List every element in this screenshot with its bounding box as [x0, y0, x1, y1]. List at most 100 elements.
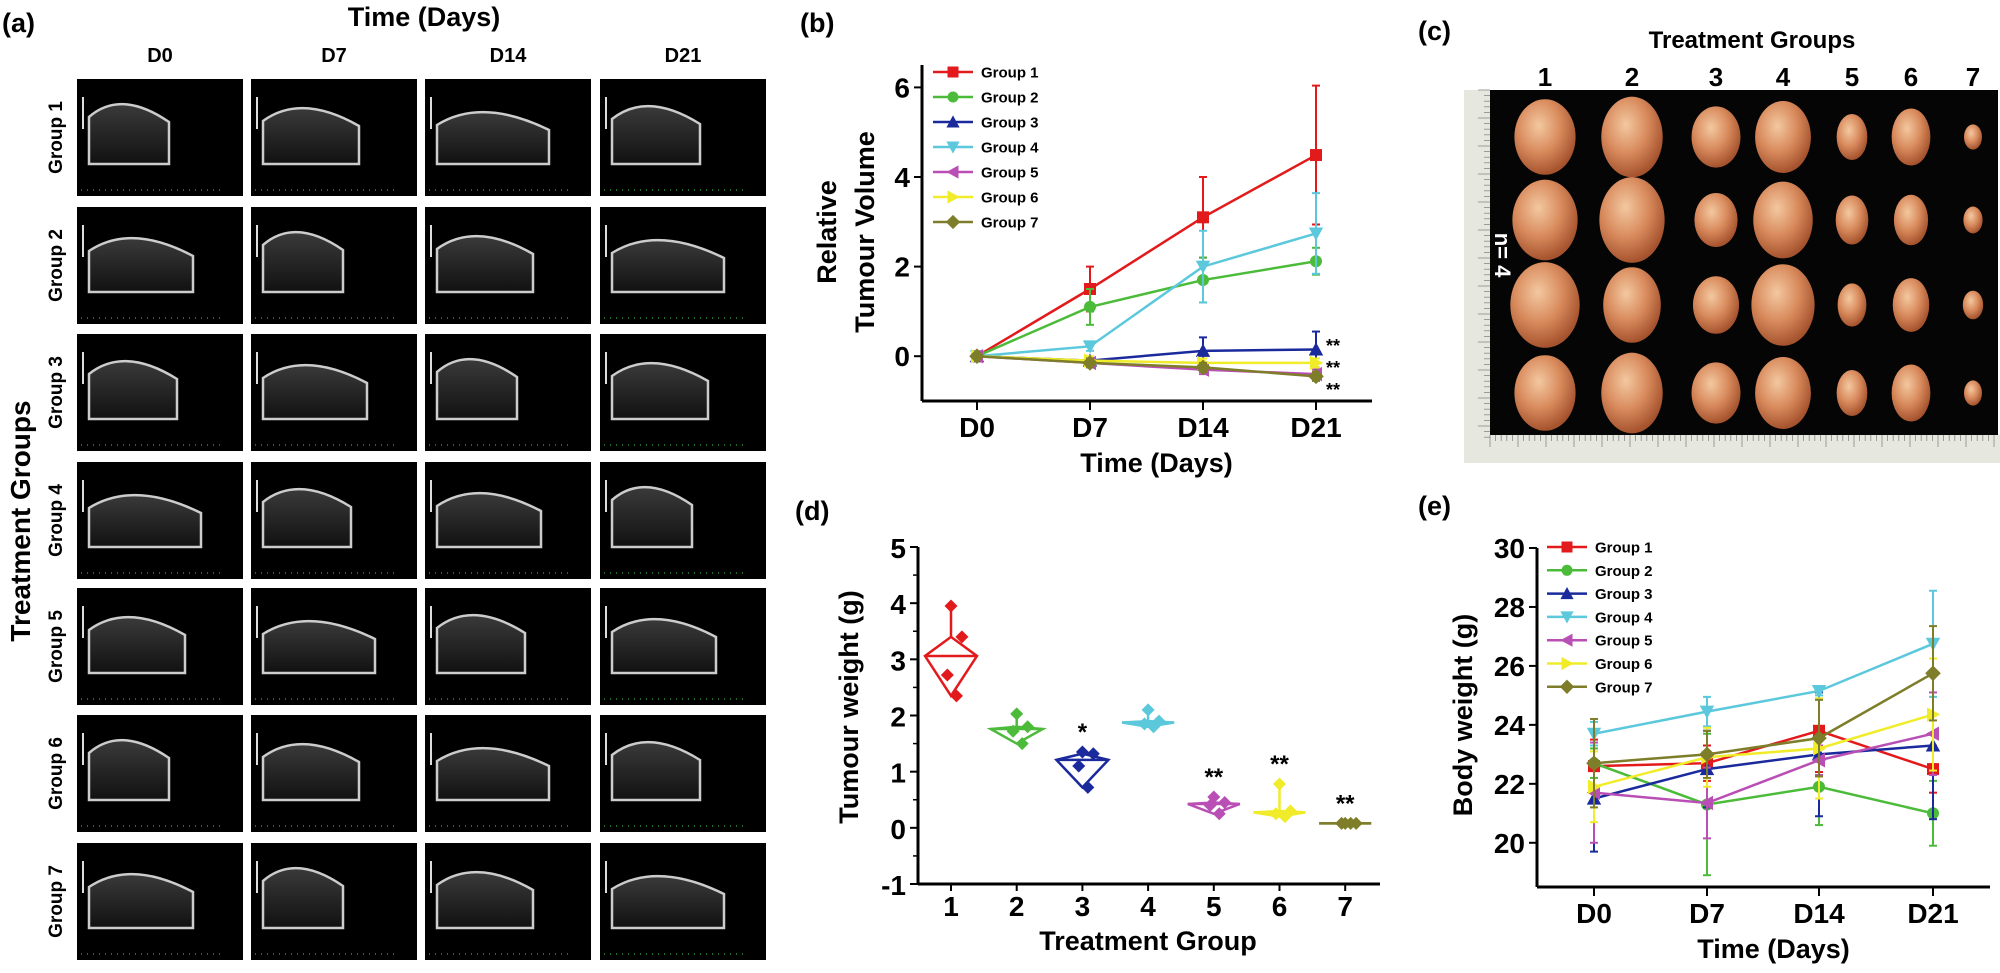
tumour-specimen [1836, 369, 1868, 417]
legend-label: Group 6 [981, 190, 1039, 207]
data-point [945, 214, 961, 230]
data-point [1082, 355, 1098, 371]
series-7 [1586, 625, 1941, 809]
row-label: Group 4 [46, 484, 67, 557]
y-tick-label: 3 [890, 645, 906, 676]
ultrasound-tissue [610, 875, 726, 930]
group-number: 2 [1625, 62, 1639, 92]
data-point [947, 66, 959, 78]
tumour-specimen [1692, 276, 1740, 334]
x-tick-label: D7 [1689, 898, 1725, 929]
ultrasound-tissue [261, 742, 361, 802]
data-point [1273, 777, 1286, 791]
tumour-specimen [1837, 283, 1867, 327]
tumour-photo-panel: Treatment Groups n= 4 1 2 3 4 5 6 7 [1464, 27, 2000, 463]
panel-a-ylabel: Treatment Groups [5, 400, 36, 641]
series-line [976, 354, 1317, 378]
significance-marker: ** [1204, 764, 1223, 791]
ultrasound-tissue [435, 358, 519, 421]
ultrasound-tissue [87, 494, 203, 549]
ultrasound-tissue [87, 739, 171, 802]
legend-label: Group 1 [981, 65, 1039, 82]
tumour-specimen [1512, 179, 1578, 261]
ultrasound-tissue [261, 487, 353, 549]
data-point [1021, 720, 1035, 734]
group-number: 3 [1709, 62, 1723, 92]
data-point [1811, 730, 1827, 746]
ultrasound-tissue [435, 491, 543, 549]
ultrasound-tissue [610, 104, 702, 166]
y-tick-label: 28 [1494, 592, 1525, 623]
chart-tumour-weight: -1 0 1 2 3 4 5 1 2 3 4 5 6 7 Treatment Group Tumour wei… [834, 533, 1380, 956]
panel-c-title: Treatment Groups [1649, 27, 1856, 54]
ultrasound-tissue [261, 620, 377, 675]
x-tick-label: 6 [1272, 891, 1288, 922]
y-tick-label: 6 [894, 72, 910, 103]
row-label: Group 3 [46, 356, 67, 429]
x-tick-label: D14 [1177, 412, 1229, 443]
data-point [1195, 260, 1211, 274]
y-tick-label: 22 [1494, 769, 1525, 800]
group-number: 5 [1845, 62, 1859, 92]
x-axis-label: Time (Days) [1697, 934, 1850, 964]
x-tick-label: 1 [943, 891, 959, 922]
n-label: n= 4 [1490, 233, 1515, 278]
x-tick-label: D21 [1907, 898, 1958, 929]
series-line [1593, 713, 1934, 788]
series-line [1593, 672, 1934, 765]
group-1 [923, 599, 979, 703]
legend-label: Group 1 [1595, 540, 1653, 557]
series-1 [1588, 688, 1939, 794]
tumour-specimen [1892, 278, 1930, 332]
data-point [1344, 816, 1358, 830]
ultrasound-tissue [87, 236, 195, 294]
legend-label: Group 7 [1595, 679, 1653, 696]
tumour-specimen [1691, 362, 1741, 424]
data-point [1560, 633, 1573, 647]
ultrasound-tissue [87, 359, 179, 421]
data-point [1699, 746, 1715, 763]
data-point [1560, 587, 1574, 600]
data-point [946, 141, 960, 154]
data-point [1072, 759, 1086, 773]
ultrasound-tissue [610, 740, 702, 802]
legend-label: Group 2 [981, 90, 1039, 107]
series-line [976, 232, 1317, 358]
panel-a-title: Time (Days) [348, 2, 501, 32]
data-point [947, 91, 959, 103]
tumour-specimen [1963, 206, 1983, 234]
data-point [1086, 747, 1100, 761]
series-7 [969, 348, 1324, 385]
chart-relative-tumour-volume: 0 2 4 6 D0 D7 D14 D21 Time (Days) Relative Tumour … [812, 65, 1372, 478]
group-6 [1253, 777, 1306, 824]
significance-marker: * [1078, 719, 1088, 746]
group-number: 1 [1538, 62, 1552, 92]
ultrasound-tissue [261, 106, 361, 166]
tumour-specimen [1514, 355, 1576, 431]
legend-label: Group 3 [1595, 586, 1653, 603]
distribution-diamond [923, 635, 979, 699]
series-2 [1588, 732, 1939, 877]
series-line [1593, 642, 1934, 735]
tumour-specimen [1836, 113, 1868, 161]
tumour-specimen [1601, 352, 1663, 434]
tumour-specimen [1510, 262, 1580, 348]
legend-label: Group 2 [1595, 563, 1653, 580]
x-tick-label: 5 [1206, 891, 1222, 922]
data-point [1925, 665, 1941, 682]
ultrasound-tissue [610, 239, 726, 294]
y-axis-label: Body weight (g) [1448, 614, 1478, 816]
data-point [1015, 737, 1029, 751]
group-2 [986, 707, 1047, 751]
ultrasound-tissue [435, 870, 535, 930]
data-point [949, 689, 963, 703]
data-point [1147, 720, 1161, 734]
data-point [1560, 611, 1574, 624]
data-point [1561, 564, 1573, 576]
ultrasound-tissue [435, 111, 551, 166]
data-point [1082, 340, 1098, 354]
significance-marker: ** [1326, 336, 1340, 356]
tumour-specimen [1601, 96, 1663, 178]
group-4 [1121, 703, 1175, 734]
